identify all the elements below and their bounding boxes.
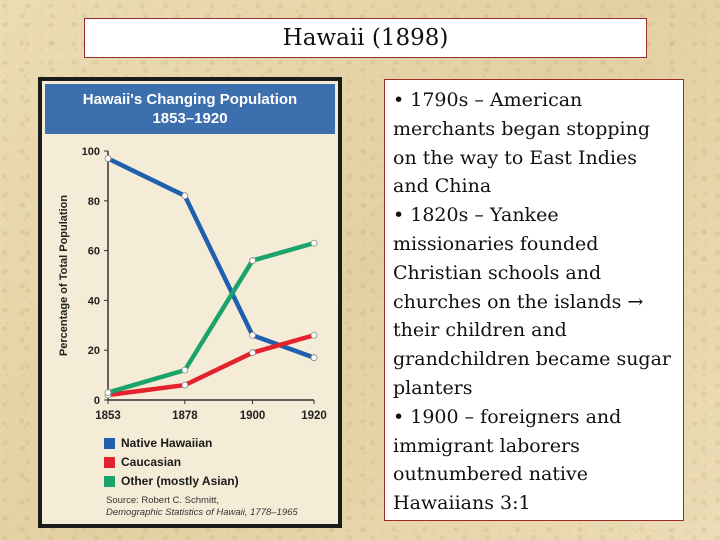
data-point: [310, 354, 318, 362]
chart-frame: Hawaii's Changing Population 1853–1920 0…: [38, 77, 342, 528]
legend-item-caucasian: Caucasian: [104, 455, 181, 469]
series-line-2: [105, 240, 317, 395]
population-line-chart: 0 20 40 60 80 100 1853 1878 1900 1920 Percentage o…: [58, 146, 327, 422]
legend-item-native-hawaiian: Native Hawaiian: [104, 436, 212, 450]
slide-title-text: Hawaii (1898): [282, 25, 449, 51]
chart-title: Hawaii's Changing Population: [82, 91, 298, 108]
data-point: [249, 257, 256, 264]
y-axis-label: Percentage of Total Population: [58, 195, 70, 356]
chart-panel: Hawaii's Changing Population 1853–1920 0…: [42, 81, 338, 524]
data-point: [310, 331, 318, 339]
legend-swatch: [104, 456, 115, 468]
data-point: [249, 349, 256, 357]
bullet-1790s: • 1790s – American merchants began stopp…: [393, 89, 651, 198]
data-point: [104, 389, 112, 396]
data-point: [310, 239, 318, 247]
y-tick-label: 0: [94, 395, 100, 407]
bullet-1820s: • 1820s – Yankee missionaries founded Ch…: [393, 204, 672, 399]
chart-source-line-2: Demographic Statistics of Hawaii, 1778–1…: [106, 507, 298, 518]
bullet-1900: • 1900 – foreigners and immigrant labore…: [393, 405, 622, 515]
legend-label: Other (mostly Asian): [121, 474, 239, 488]
data-point: [104, 155, 112, 162]
chart-source-line-1: Source: Robert C. Schmitt,: [106, 495, 219, 506]
data-point: [181, 381, 189, 389]
chart-header: Hawaii's Changing Population 1853–1920: [45, 84, 335, 134]
y-tick-label: 60: [88, 246, 100, 258]
data-point: [181, 366, 189, 374]
y-tick-label: 80: [88, 196, 100, 208]
y-tick-label: 20: [88, 345, 100, 357]
legend-item-other: Other (mostly Asian): [104, 474, 239, 488]
y-tick-label: 100: [82, 146, 100, 158]
x-tick-label: 1853: [95, 410, 121, 422]
x-tick-label: 1900: [240, 410, 266, 422]
legend-swatch: [104, 437, 115, 449]
slide-title: Hawaii (1898): [84, 18, 647, 58]
legend-label: Native Hawaiian: [121, 436, 213, 450]
x-tick-label: 1878: [172, 410, 198, 422]
x-tick-label: 1920: [301, 410, 327, 422]
bullet-text-box: • 1790s – American merchants began stopp…: [384, 79, 684, 521]
legend-label: Caucasian: [121, 455, 182, 469]
y-tick-label: 40: [88, 295, 100, 307]
series-line-1: [105, 333, 317, 398]
legend-swatch: [104, 475, 115, 487]
chart-subtitle: 1853–1920: [152, 110, 228, 127]
data-point: [181, 192, 189, 200]
data-point: [249, 331, 256, 339]
series-line-0: [105, 156, 317, 360]
